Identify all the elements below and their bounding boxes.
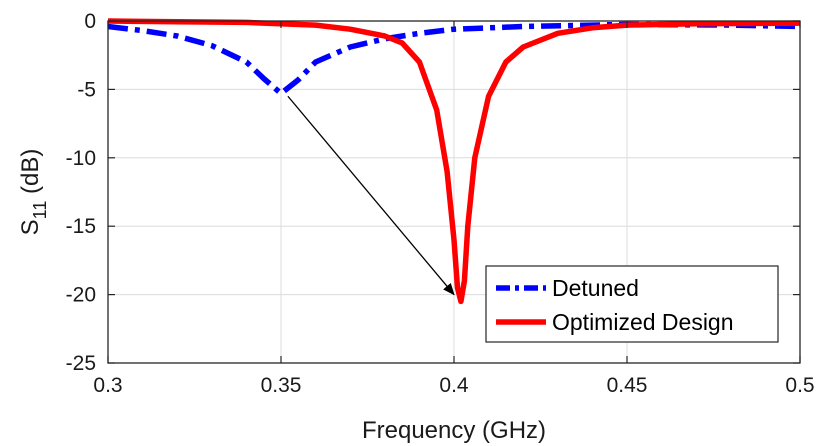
x-tick-label: 0.35 <box>261 374 302 397</box>
x-tick-label: 0.3 <box>93 374 122 397</box>
annotation-group <box>287 95 455 296</box>
y-tick-labels: 0 -5 -10 -15 -20 -25 <box>66 10 96 375</box>
y-tick-label: -25 <box>66 352 96 375</box>
y-tick-label: -15 <box>66 215 96 238</box>
series-line-detuned <box>107 21 801 97</box>
legend-label-optimized-design: Optimized Design <box>552 309 734 335</box>
y-tick-label: 0 <box>84 10 96 33</box>
tick-marks <box>107 20 801 364</box>
legend-box <box>485 265 779 343</box>
y-tick-label: -5 <box>77 78 96 101</box>
y-tick-label: -20 <box>66 284 96 307</box>
series-group <box>107 18 801 305</box>
x-axis-label: Frequency (GHz) <box>362 417 546 444</box>
y-tick-label: -10 <box>66 147 96 170</box>
x-tick-label: 0.45 <box>607 374 648 397</box>
y-axis-label: S11 (dB) <box>17 149 50 236</box>
legend: Detuned Optimized Design <box>485 265 779 343</box>
x-tick-label: 0.5 <box>785 374 814 397</box>
x-tick-labels: 0.3 0.35 0.4 0.45 0.5 <box>93 374 814 397</box>
y-axis-label-subscript: 11 <box>30 201 50 220</box>
series-line-optimized-design <box>107 18 801 305</box>
legend-label-detuned: Detuned <box>552 275 639 301</box>
x-tick-label: 0.4 <box>439 374 469 397</box>
annotation-arrow <box>287 95 455 296</box>
y-axis-label-unit: (dB) <box>17 149 44 201</box>
y-axis-label-base: S <box>17 219 44 235</box>
